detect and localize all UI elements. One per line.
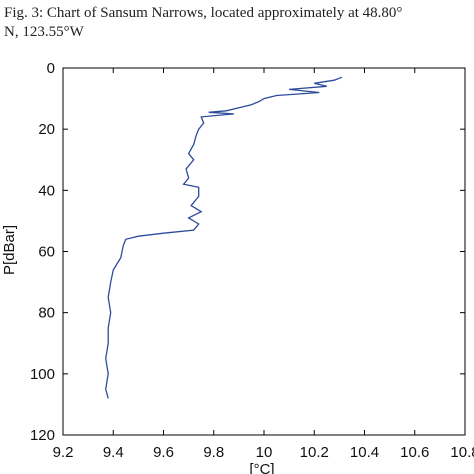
y-tick-label: 100 (30, 366, 55, 383)
x-axis-label: [°C] (249, 461, 274, 474)
chart-title: Fig. 3: Chart of Sansum Narrows, located… (4, 5, 402, 21)
profile-line (105, 76, 343, 399)
x-tick-label: 10.8 (450, 444, 474, 461)
x-tick-label: 10.2 (300, 444, 329, 461)
chart-subtitle: N, 123.55°W (4, 24, 85, 40)
x-tick-label: 9.2 (53, 444, 74, 461)
y-tick-label: 80 (38, 305, 55, 322)
x-tick-label: 10.6 (400, 444, 429, 461)
x-tick-label: 9.8 (203, 444, 224, 461)
y-tick-label: 60 (38, 244, 55, 261)
plot-frame (62, 67, 466, 436)
x-tick-label: 10 (256, 444, 273, 461)
y-tick-label: 120 (30, 427, 55, 444)
y-tick-label: 40 (38, 182, 55, 199)
x-tick-label: 10.4 (350, 444, 379, 461)
x-tick-label: 9.4 (103, 444, 124, 461)
y-tick-label: 0 (47, 60, 55, 77)
y-tick-label: 20 (38, 121, 55, 138)
y-axis-label: P[dBar] (1, 225, 18, 275)
x-tick-label: 9.6 (153, 444, 174, 461)
